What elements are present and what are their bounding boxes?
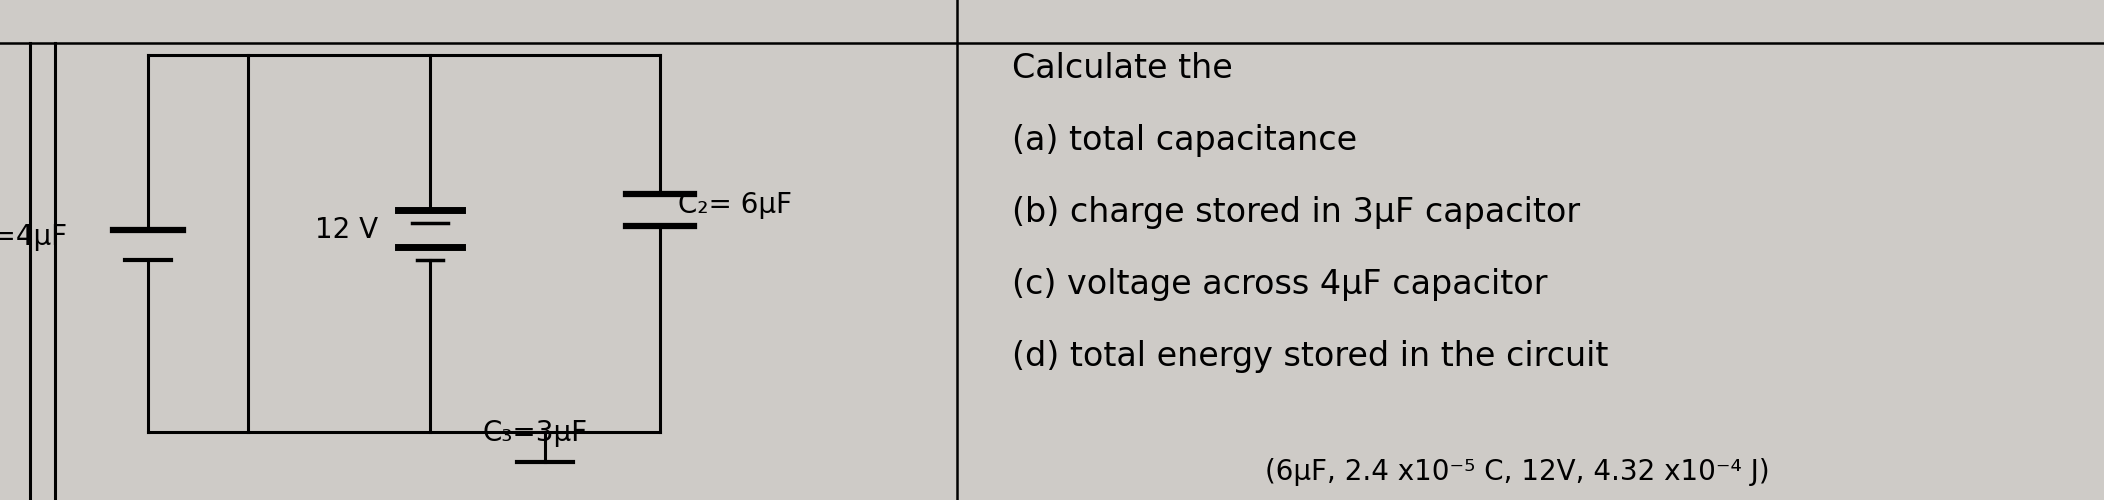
Text: C₁=4μF: C₁=4μF <box>0 223 67 251</box>
Text: (b) charge stored in 3μF capacitor: (b) charge stored in 3μF capacitor <box>1012 196 1580 229</box>
Text: (c) voltage across 4μF capacitor: (c) voltage across 4μF capacitor <box>1012 268 1549 301</box>
Text: C₂= 6μF: C₂= 6μF <box>677 191 791 219</box>
Text: C₃=3μF: C₃=3μF <box>482 419 587 447</box>
Text: (d) total energy stored in the circuit: (d) total energy stored in the circuit <box>1012 340 1610 373</box>
Text: (a) total capacitance: (a) total capacitance <box>1012 124 1357 157</box>
Text: Calculate the: Calculate the <box>1012 52 1233 85</box>
Text: (6μF, 2.4 x10⁻⁵ C, 12V, 4.32 x10⁻⁴ J): (6μF, 2.4 x10⁻⁵ C, 12V, 4.32 x10⁻⁴ J) <box>1265 458 1769 486</box>
Text: 12 V: 12 V <box>316 216 379 244</box>
